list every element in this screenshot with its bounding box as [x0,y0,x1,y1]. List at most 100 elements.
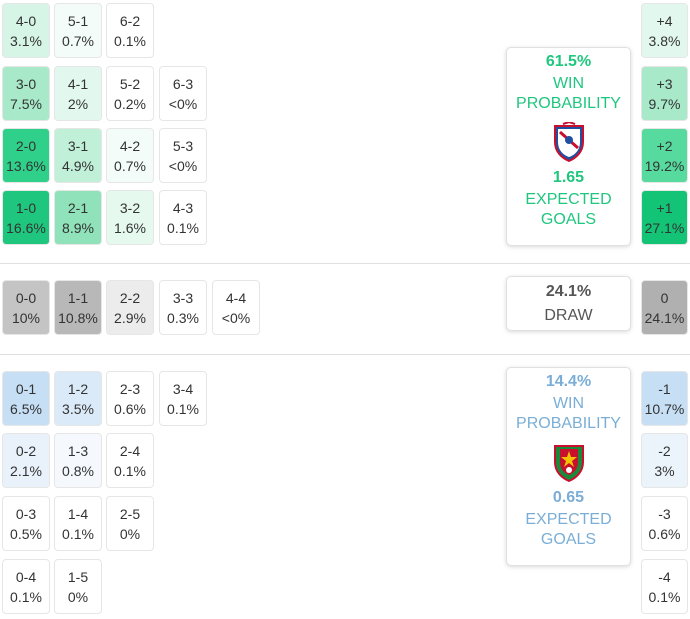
score-cell-draw: 2-2 2.9% [106,280,154,335]
probability: 0.5% [10,525,42,542]
goal-margin-cell-home: +3 9.7% [641,66,688,121]
probability: 0.7% [62,32,94,49]
probability: 0.6% [648,525,681,542]
score-cell-home: 3-1 4.9% [54,128,102,183]
score-cell-away: 1-2 3.5% [54,371,102,426]
away-team-card: 14.4% WIN PROBABILITY 0.65 EXPECTED GOAL… [506,367,631,566]
probability: 0.1% [62,525,94,542]
scoreline: +3 [656,75,673,92]
probability: 0.1% [114,32,146,49]
scoreline: +4 [656,12,673,29]
goal-margin-cell-home: +1 27.1% [641,190,688,245]
probability: 0.1% [167,219,199,236]
probability: 6.5% [10,400,42,417]
score-cell-away: 0-4 0.1% [2,559,50,614]
scoreline: -1 [658,380,671,397]
score-cell-home: 2-0 13.6% [2,128,50,183]
scoreline: 3-2 [119,199,141,216]
score-cell-away: 1-3 0.8% [54,433,102,488]
goals-label: GOALS [540,531,597,548]
scoreline: 2-2 [119,289,141,306]
scoreline: 1-2 [67,380,89,397]
probability: 8.9% [62,219,94,236]
score-cell-home: 6-2 0.1% [106,3,154,58]
score-cell-home: 4-3 0.1% [159,190,207,245]
win-probability-label: WIN PROBABILITY [516,394,621,434]
probability: 13.6% [6,157,46,174]
scoreline: 0-1 [15,380,37,397]
score-cell-away: 1-5 0% [54,559,102,614]
scoreline: 4-1 [67,75,89,92]
probability: 4.9% [62,157,94,174]
scoreline: -4 [658,568,671,585]
goal-margin-cell-away: -2 3% [641,433,688,488]
goal-margin-cell-away: -1 10.7% [641,371,688,426]
goal-margin-cell-draw: 0 24.1% [641,280,688,335]
probability: 0.6% [114,400,146,417]
scoreline: 3-1 [67,137,89,154]
scoreline: 2-5 [119,505,141,522]
probability: 27.1% [644,219,685,236]
goal-margin-cell-home: +4 3.8% [641,3,688,58]
probability: 1.6% [114,219,146,236]
probability: 0.2% [114,95,146,112]
home-expected-goals: 1.65 [552,169,585,186]
scoreline: 1-1 [67,289,89,306]
score-cell-draw: 0-0 10% [2,280,50,335]
scoreline: 0 [660,289,669,306]
score-cell-away: 2-3 0.6% [106,371,154,426]
probability-label: PROBABILITY [516,95,621,112]
win-label: WIN [552,395,585,412]
score-cell-home: 4-0 3.1% [2,3,50,58]
scoreline: -2 [658,442,671,459]
probability: 3.8% [648,32,681,49]
probability: 0.1% [167,400,199,417]
probability: 10.7% [644,400,685,417]
probability: 7.5% [10,95,42,112]
scoreline: 4-3 [172,199,194,216]
score-cell-home: 1-0 16.6% [2,190,50,245]
probability: 24.1% [644,309,685,326]
draw-card: 24.1% DRAW [506,276,631,331]
scoreline: 2-1 [67,199,89,216]
score-cell-away: 1-4 0.1% [54,496,102,551]
scoreline: 2-4 [119,442,141,459]
home-team-card: 61.5% WIN PROBABILITY 1.65 EXPECTED GOAL… [506,47,631,246]
probability: 3.5% [62,400,94,417]
score-cell-draw: 1-1 10.8% [54,280,102,335]
probability-label: PROBABILITY [516,415,621,432]
score-cell-draw: 4-4 <0% [212,280,260,335]
home-win-probability: 61.5% [545,53,592,70]
probability: <0% [168,157,198,174]
probability: 19.2% [644,157,685,174]
away-expected-goals: 0.65 [552,489,585,506]
scoreline: 5-3 [172,137,194,154]
scoreline: -3 [658,505,671,522]
scoreline: 4-4 [225,289,247,306]
score-cell-home: 5-2 0.2% [106,66,154,121]
probability: <0% [221,309,251,326]
probability: 10.8% [58,309,98,326]
scoreline: 4-2 [119,137,141,154]
probability: 0% [67,588,89,605]
score-cell-away: 2-5 0% [106,496,154,551]
scoreline: 3-3 [172,289,194,306]
scoreline: +1 [656,199,673,216]
expected-label: EXPECTED [525,511,612,528]
score-cell-home: 4-2 0.7% [106,128,154,183]
scoreline: +2 [656,137,673,154]
probability: 0.1% [648,588,681,605]
score-cell-away: 2-4 0.1% [106,433,154,488]
probability: 3.1% [10,32,42,49]
scoreline: 4-0 [15,12,37,29]
expected-label: EXPECTED [525,191,612,208]
score-cell-home: 2-1 8.9% [54,190,102,245]
score-cell-away: 3-4 0.1% [159,371,207,426]
score-cell-draw: 3-3 0.3% [159,280,207,335]
scoreline: 2-0 [15,137,37,154]
probability: 2.1% [10,462,42,479]
scoreline: 2-3 [119,380,141,397]
draw-label: DRAW [544,306,593,324]
goal-margin-cell-away: -3 0.6% [641,496,688,551]
scoreline: 0-3 [15,505,37,522]
